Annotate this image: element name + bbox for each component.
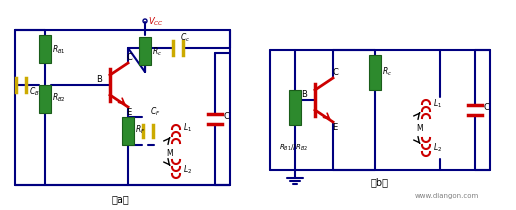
Text: E: E: [332, 123, 337, 132]
Text: $R_c$: $R_c$: [152, 46, 162, 59]
Bar: [39, 35, 51, 63]
Bar: [369, 55, 381, 90]
Text: $L_1$: $L_1$: [183, 122, 192, 134]
Text: C: C: [126, 53, 132, 62]
Text: $R_F$: $R_F$: [135, 124, 146, 136]
Text: E: E: [126, 108, 131, 117]
Text: $R_{B2}$: $R_{B2}$: [52, 92, 66, 105]
Text: $R_c$: $R_c$: [382, 66, 392, 79]
Text: （a）: （a）: [111, 194, 129, 204]
Text: （b）: （b）: [371, 177, 389, 187]
Text: $L_2$: $L_2$: [433, 141, 442, 154]
Text: B: B: [96, 75, 102, 84]
Bar: [139, 37, 151, 65]
Text: $R_{B1}$: $R_{B1}$: [52, 43, 66, 55]
Text: www.diangon.com: www.diangon.com: [415, 193, 479, 199]
Text: $C_B$: $C_B$: [29, 85, 40, 97]
Text: $R_{B1}//R_{B2}$: $R_{B1}//R_{B2}$: [279, 143, 308, 153]
Text: M: M: [166, 150, 173, 159]
Text: $C_F$: $C_F$: [150, 105, 160, 118]
Bar: [289, 90, 301, 125]
Text: $V_{CC}$: $V_{CC}$: [148, 16, 164, 29]
Text: $L_2$: $L_2$: [183, 163, 192, 176]
Bar: [39, 85, 51, 113]
Text: B: B: [301, 90, 307, 99]
Text: $L_1$: $L_1$: [433, 97, 442, 109]
Bar: [122, 117, 134, 145]
Text: C: C: [483, 103, 489, 112]
Text: M: M: [416, 124, 423, 133]
Text: C: C: [223, 112, 229, 121]
Text: C: C: [332, 68, 338, 77]
Text: $C_c$: $C_c$: [180, 31, 190, 43]
